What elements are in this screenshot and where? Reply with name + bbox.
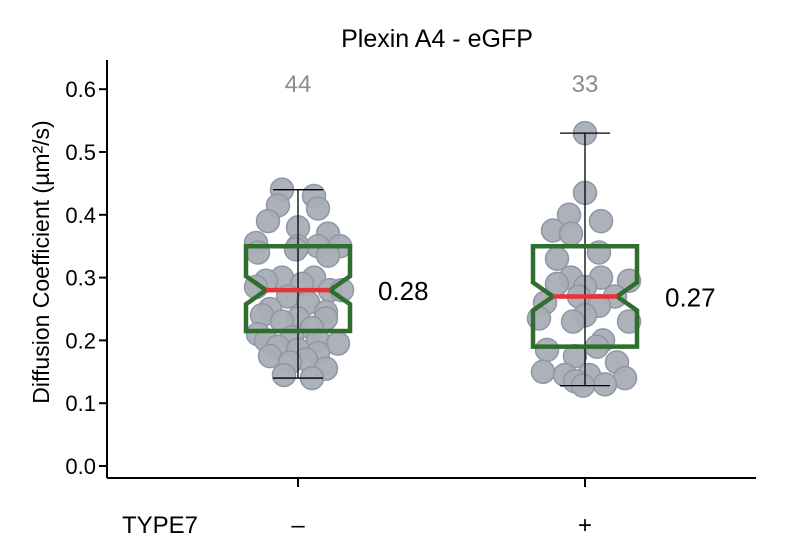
y-tick-label: 0.1: [65, 391, 96, 416]
data-point: [283, 237, 309, 262]
y-tick-label: 0.0: [65, 454, 96, 479]
notched-box: [530, 243, 640, 349]
data-point: [544, 246, 570, 272]
y-axis-label: Diffusion Coefficient (µm²/s): [28, 120, 54, 403]
category-label: +: [578, 512, 592, 539]
median-value-label: 0.28: [378, 276, 429, 306]
row-label-type7: TYPE7: [122, 512, 198, 539]
data-point: [560, 309, 586, 334]
data-point: [305, 196, 331, 221]
data-point: [592, 372, 618, 397]
group-count-label: 33: [572, 71, 599, 98]
chart-title: Plexin A4 - eGFP: [341, 25, 533, 53]
data-point: [558, 221, 584, 246]
y-tick-label: 0.6: [65, 77, 96, 102]
data-point: [530, 359, 556, 385]
y-tick-label: 0.2: [65, 328, 96, 353]
group-count-label: 44: [285, 71, 312, 98]
axes: 0.0 0.1 0.2 0.3 0.4 0.5 0.6: [65, 60, 756, 487]
notched-box: [243, 243, 353, 334]
data-point: [588, 208, 614, 234]
data-point: [534, 337, 560, 363]
data-point: [271, 362, 297, 388]
y-tick-label: 0.4: [65, 203, 96, 228]
plot-area: 44 0.28 – 33 0.27 +: [243, 71, 716, 539]
y-tick-label: 0.5: [65, 140, 96, 165]
category-label: –: [291, 512, 305, 539]
median-value-label: 0.27: [665, 282, 716, 312]
data-point: [255, 208, 281, 234]
y-tick-label: 0.3: [65, 266, 96, 291]
